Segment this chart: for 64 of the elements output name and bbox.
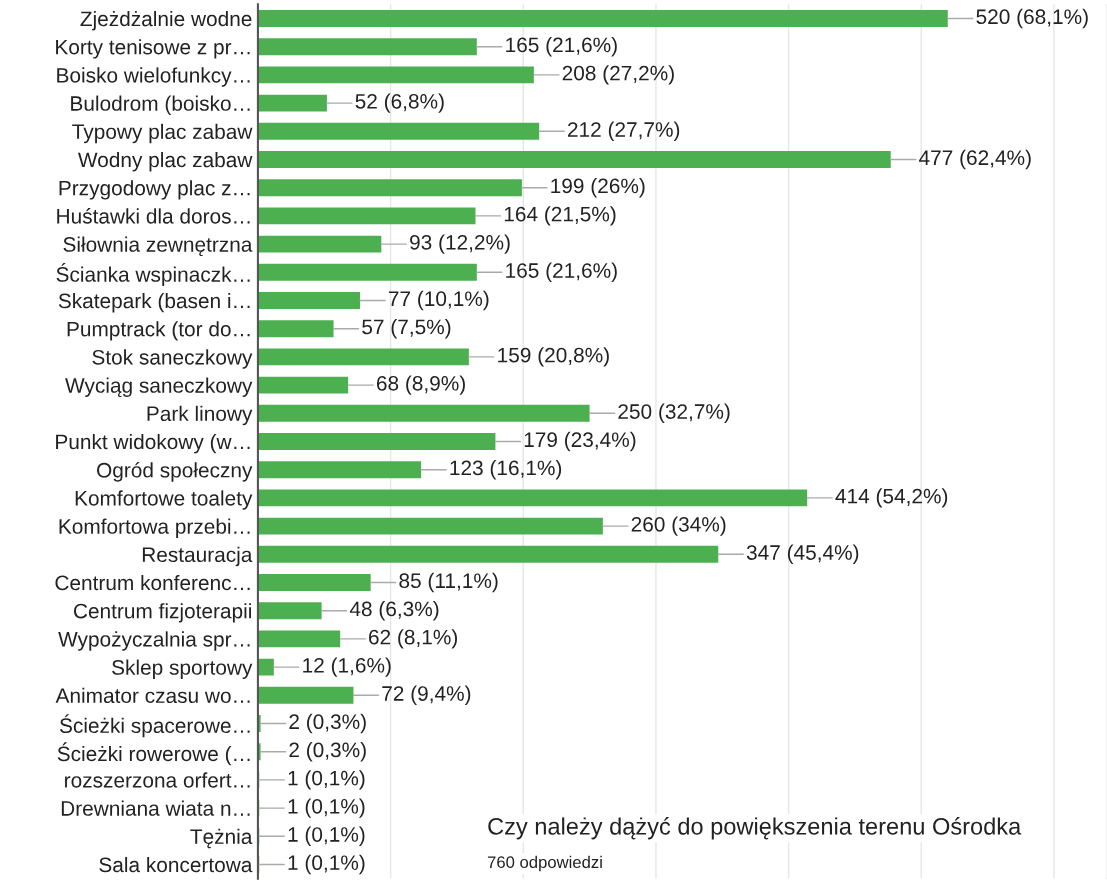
y-tick-label: Drewniana wiata n… <box>61 800 250 816</box>
data-label: 68 (8,9%) <box>376 375 465 395</box>
data-label: 52 (6,8%) <box>355 93 444 113</box>
annotation: 760 odpowiedzi <box>487 855 602 872</box>
data-label: 477 (62,4%) <box>919 149 1031 170</box>
data-label: 212 (27,7%) <box>568 121 680 142</box>
data-label: 93 (12,2%) <box>410 234 510 254</box>
y-tick-label: Wyciąg saneczkowy <box>65 377 253 397</box>
y-tick-label: Park linowy <box>147 405 253 426</box>
y-tick-label: Wodny plac zabaw <box>77 151 253 172</box>
y-tick-label: Centrum konferenc… <box>55 574 250 591</box>
y-tick-label: Ścianka wspinaczk… <box>56 262 250 286</box>
y-tick-label: Ścieżki spacerowe… <box>59 714 250 738</box>
data-label: 2 (0,3%) <box>289 741 366 762</box>
y-tick-label: rozszerzona orfert… <box>65 772 250 788</box>
data-label: 1 (0,1%) <box>288 770 365 790</box>
y-tick-label: Korty tenisowe z pr… <box>56 39 250 59</box>
data-label: 164 (21,5%) <box>504 206 616 226</box>
data-label: 159 (20,8%) <box>498 347 609 367</box>
annotation: Czy należy dążyć do powiększenia terenu Ośrodka <box>488 817 1022 840</box>
y-tick-label: Pumptrack (tor do… <box>67 321 250 341</box>
data-label: 12 (1,6%) <box>303 657 391 677</box>
data-label: 48 (6,3%) <box>349 600 439 621</box>
data-label: 260 (34%) <box>631 516 726 536</box>
y-tick-label: Boisko wielofunkcy… <box>57 67 250 87</box>
data-label: 72 (9,4%) <box>382 685 471 705</box>
data-label: 1 (0,1%) <box>288 826 365 846</box>
y-tick-label: Komfortowe toalety <box>75 490 253 510</box>
y-tick-label: Animator czasu wo… <box>55 687 250 704</box>
data-label: 2 (0,3%) <box>289 713 366 734</box>
data-label: 250 (32,7%) <box>618 403 730 423</box>
data-label: 520 (68,1%) <box>976 8 1088 29</box>
data-label: 165 (21,6%) <box>506 262 617 283</box>
data-label: 85 (11,1%) <box>399 572 498 593</box>
y-tick-label: Typowy plac zabaw <box>72 123 253 144</box>
y-tick-label: Sklep sportowy <box>112 659 253 679</box>
y-tick-label: Sala koncertowa <box>99 856 253 873</box>
y-tick-label: Wypożyczalnia spr… <box>58 631 250 651</box>
y-tick-label: Ścieżki rowerowe (… <box>57 742 250 766</box>
data-label: 123 (16,1%) <box>450 459 562 480</box>
y-tick-label: Stok saneczkowy <box>92 349 253 369</box>
y-tick-label: Komfortowa przebi… <box>59 518 250 538</box>
y-tick-label: Siłownia zewnętrzna <box>63 236 253 256</box>
y-tick-label: Punkt widokowy (w… <box>56 433 250 454</box>
data-label: 347 (45,4%) <box>746 544 859 564</box>
y-tick-label: Skatepark (basen i… <box>58 292 250 313</box>
data-label: 199 (26%) <box>551 178 645 198</box>
y-tick-label: Huśtawki dla doros… <box>57 208 250 224</box>
data-label: 1 (0,1%) <box>288 798 365 818</box>
y-tick-label: Przygodowy plac z… <box>59 180 250 200</box>
y-tick-label: Centrum fizjoterapii <box>73 603 251 623</box>
data-label: 179 (23,4%) <box>524 431 636 452</box>
y-tick-label: Ogród społeczny <box>97 462 253 482</box>
data-label: 208 (27,2%) <box>562 65 674 85</box>
data-label: 62 (8,1%) <box>369 629 457 649</box>
data-label: 77 (10,1%) <box>388 290 489 311</box>
y-tick-label: Zjeżdżalnie wodne <box>80 10 252 31</box>
data-label: 57 (7,5%) <box>362 318 451 339</box>
y-tick-label: Bulodrom (boisko… <box>71 95 250 115</box>
y-tick-label: Restauracja <box>142 546 253 567</box>
y-tick-label: Tężnia <box>190 828 253 849</box>
data-label: 165 (21,6%) <box>506 37 617 57</box>
data-label: 1 (0,1%) <box>288 854 365 875</box>
data-label: 414 (54,2%) <box>835 488 948 508</box>
